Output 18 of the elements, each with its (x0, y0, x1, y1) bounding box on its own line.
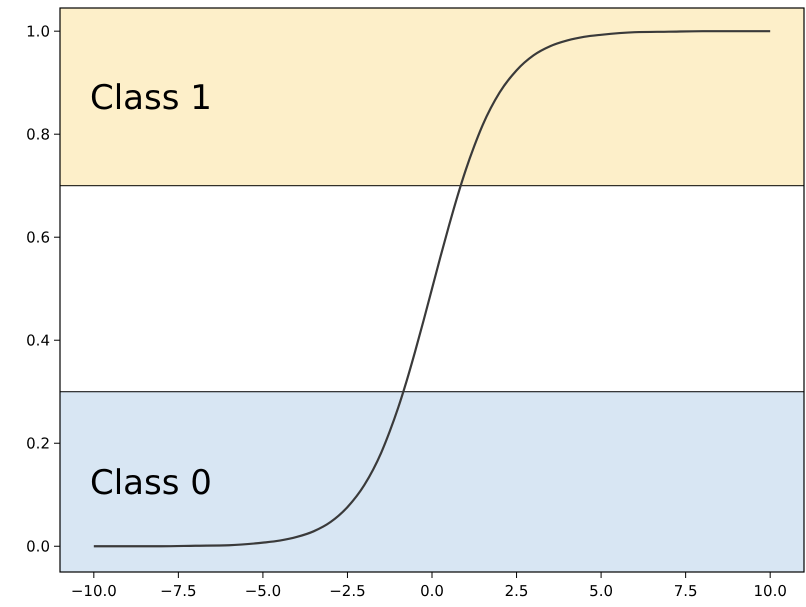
x-tick-label: −10.0 (70, 582, 117, 600)
x-tick-label: −5.0 (244, 582, 282, 600)
band-label: Class 0 (90, 462, 212, 503)
y-tick-label: 0.8 (26, 125, 50, 144)
y-tick-label: 0.6 (26, 228, 50, 246)
y-tick-label: 0.0 (26, 537, 50, 556)
x-tick-label: 7.5 (674, 582, 698, 600)
x-tick-label: 5.0 (589, 582, 614, 600)
band-label: Class 1 (90, 78, 212, 118)
y-tick-label: 0.4 (26, 331, 50, 350)
y-tick-label: 0.2 (26, 434, 50, 452)
y-tick-label: 1.0 (26, 22, 50, 40)
line-series (92, 30, 772, 548)
x-tick-label: 10.0 (753, 582, 787, 600)
x-tick-label: 2.5 (504, 582, 528, 600)
x-tick-label: −2.5 (329, 582, 366, 600)
x-tick-label: 0.0 (420, 582, 444, 600)
x-tick-label: −7.5 (160, 582, 197, 600)
